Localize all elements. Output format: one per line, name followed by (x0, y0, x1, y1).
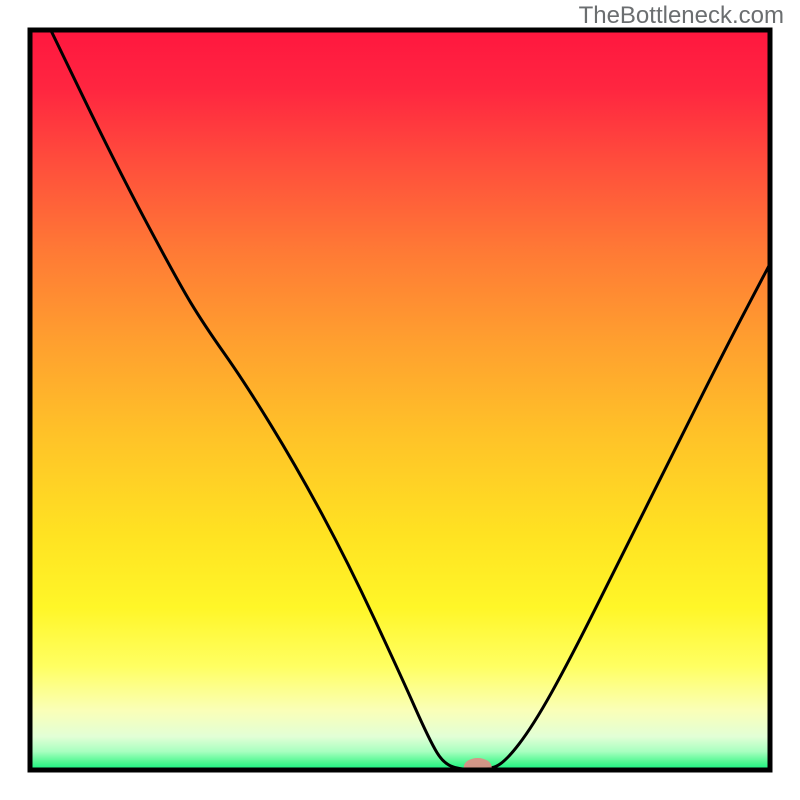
plot-area (30, 30, 770, 776)
chart-container: TheBottleneck.com (0, 0, 800, 800)
watermark-text: TheBottleneck.com (579, 2, 784, 30)
optimal-marker (464, 758, 492, 776)
bottleneck-chart (0, 0, 800, 800)
gradient-background (30, 30, 770, 770)
